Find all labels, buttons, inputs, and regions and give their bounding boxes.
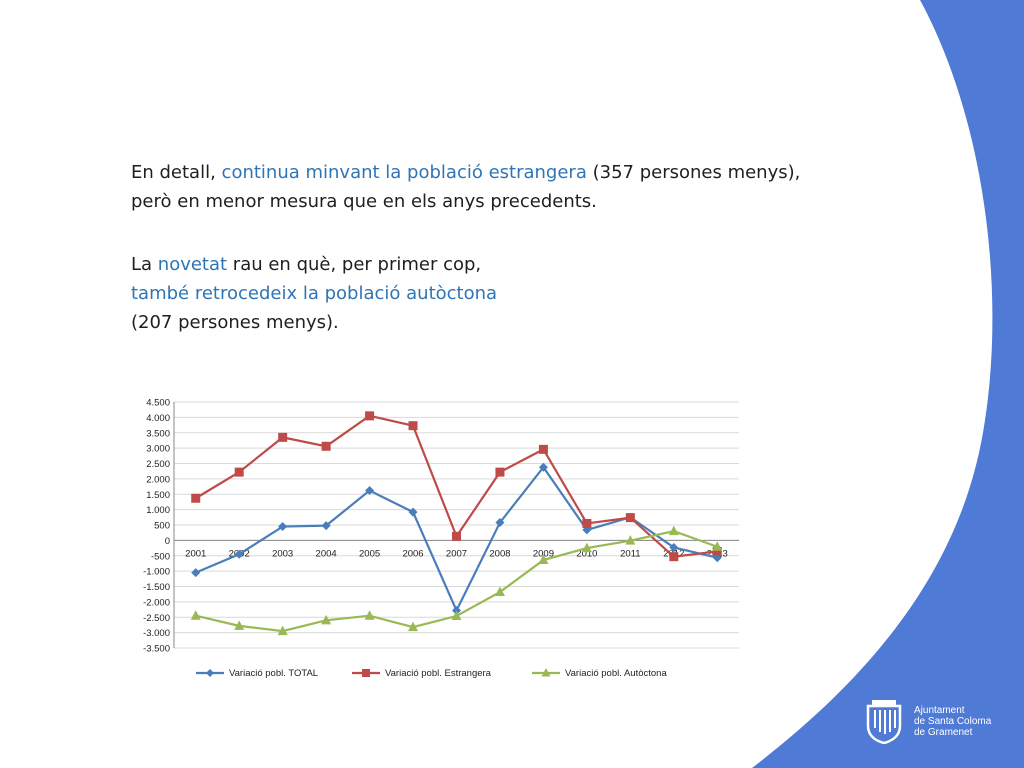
data-point-foreign (669, 552, 679, 562)
data-point-total (234, 549, 244, 559)
p1-line1: En detall, continua minvant la població … (131, 158, 831, 187)
city-logo: Ajuntament de Santa Coloma de Gramenet (862, 696, 1012, 746)
data-point-foreign (321, 441, 331, 451)
data-point-foreign (234, 467, 244, 477)
data-point-foreign (408, 421, 418, 431)
p1-text-a: En detall, (131, 162, 222, 183)
paragraph-native-population: La novetat rau en què, per primer cop, t… (131, 250, 731, 337)
data-point-total (321, 521, 331, 531)
data-point-native (321, 614, 332, 625)
data-point-total (538, 462, 548, 472)
data-point-native (234, 620, 245, 630)
data-point-native (364, 610, 375, 620)
data-point-foreign (625, 513, 635, 523)
data-point-foreign (538, 444, 548, 454)
data-point-native (451, 610, 462, 621)
y-tick-label: 4.000 (146, 413, 170, 424)
y-tick-label: 2.500 (146, 459, 170, 470)
data-point-native (625, 535, 636, 545)
p2-text-a: La (131, 254, 158, 275)
y-tick-label: 3.000 (146, 444, 170, 455)
data-point-total (191, 568, 201, 578)
p1-highlight: continua minvant la població estrangera (221, 162, 587, 183)
p2-highlight-line: també retrocedeix la població autòctona (131, 283, 498, 304)
logo-line-2: de Santa Coloma (914, 715, 992, 727)
legend-marker-native (541, 668, 551, 677)
x-tick-label: 2010 (576, 548, 597, 559)
data-point-foreign (365, 411, 375, 421)
y-tick-label: -3.000 (143, 628, 170, 639)
data-point-total (365, 486, 375, 496)
y-tick-label: -1.500 (143, 582, 170, 593)
y-tick-label: 4.500 (146, 398, 170, 409)
coat-of-arms-icon (866, 700, 902, 744)
y-tick-label: -2.000 (143, 597, 170, 608)
legend-marker-total (206, 669, 214, 677)
data-point-native (712, 541, 723, 551)
y-tick-label: 2.000 (146, 474, 170, 485)
legend-label: Variació pobl. TOTAL (229, 668, 318, 679)
data-point-foreign (191, 493, 201, 503)
data-point-total (669, 542, 679, 552)
data-point-foreign (712, 546, 722, 556)
y-tick-label: -3.500 (143, 644, 170, 655)
y-tick-label: -1.000 (143, 567, 170, 578)
x-tick-label: 2011 (620, 548, 640, 559)
logo-line-1: Ajuntament (914, 704, 965, 716)
data-point-native (190, 610, 201, 620)
p2-text-c: rau en què, per primer cop, (227, 254, 482, 275)
p2-line3: (207 persones menys). (131, 312, 339, 333)
x-tick-label: 2009 (533, 548, 554, 559)
p1-text-c: (357 persones menys), (586, 162, 801, 183)
legend-marker-foreign (362, 669, 370, 677)
x-tick-label: 2003 (272, 548, 293, 559)
data-point-native (538, 554, 549, 565)
logo-text: Ajuntament de Santa Coloma de Gramenet (914, 705, 991, 738)
data-point-foreign (452, 531, 461, 541)
y-tick-label: 3.500 (146, 428, 170, 439)
x-tick-label: 2005 (359, 548, 380, 559)
logo-line-3: de Gramenet (914, 726, 973, 738)
legend-label: Variació pobl. Estrangera (385, 668, 492, 679)
paragraph-foreign-population: En detall, continua minvant la població … (131, 158, 831, 216)
data-point-native (408, 621, 419, 632)
y-tick-label: 0 (165, 536, 170, 547)
p2-line1: La novetat rau en què, per primer cop, (131, 250, 731, 279)
x-tick-label: 2001 (185, 548, 206, 559)
data-point-total (495, 518, 505, 528)
data-point-total (408, 507, 418, 517)
p1-line2: però en menor mesura que en els anys pre… (131, 191, 597, 212)
data-point-total (452, 605, 461, 615)
data-point-foreign (582, 518, 592, 528)
y-tick-label: 1.500 (146, 490, 170, 501)
p2-highlight-novetat: novetat (157, 254, 228, 275)
y-tick-label: 1.000 (146, 505, 170, 516)
y-tick-label: 500 (154, 521, 170, 532)
blue-swoosh-shape (752, 0, 1024, 768)
data-point-total (278, 522, 288, 532)
population-variation-chart: 4.500 4.000 3.500 3.000 2.500 2.000 1.500 1.000… (143, 398, 739, 679)
data-point-foreign (495, 467, 505, 477)
x-tick-label: 2008 (489, 548, 510, 559)
x-tick-label: 2004 (316, 548, 337, 559)
data-point-foreign (278, 432, 288, 442)
data-point-native (277, 625, 288, 636)
x-tick-label: 2006 (402, 548, 423, 559)
data-point-native (668, 525, 679, 536)
x-tick-label: 2007 (446, 548, 467, 559)
data-point-native (581, 542, 592, 553)
y-tick-label: -2.500 (143, 613, 170, 624)
legend-label: Variació pobl. Autòctona (565, 668, 667, 679)
y-tick-label: -500 (151, 551, 170, 562)
data-point-native (494, 586, 505, 597)
